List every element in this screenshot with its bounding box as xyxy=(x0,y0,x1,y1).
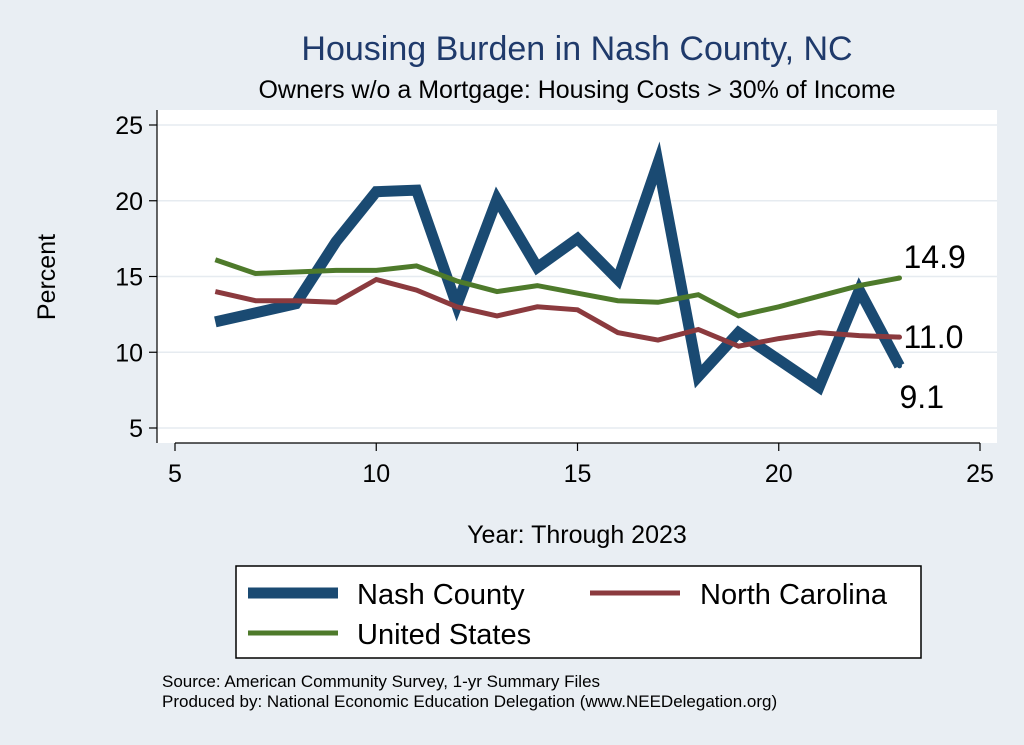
y-tick-label: 15 xyxy=(115,264,143,292)
chart-subtitle: Owners w/o a Mortgage: Housing Costs > 3… xyxy=(258,76,895,104)
x-tick-label: 10 xyxy=(362,460,390,488)
source-note: Source: American Community Survey, 1-yr … xyxy=(162,672,600,691)
producer-note: Produced by: National Economic Education… xyxy=(162,692,777,711)
x-tick-label: 15 xyxy=(564,460,592,488)
y-tick-label: 20 xyxy=(115,188,143,216)
end-label-united-states: 14.9 xyxy=(904,239,966,275)
end-labels: 9.1 11.0 14.9 xyxy=(897,239,966,415)
x-tick-label: 20 xyxy=(765,460,793,488)
legend-label-nash-county: Nash County xyxy=(357,579,525,611)
x-axis-label: Year: Through 2023 xyxy=(467,521,687,549)
y-tick-label: 25 xyxy=(115,112,143,140)
legend: Nash County North Carolina United States xyxy=(235,565,922,659)
end-point-united-states xyxy=(897,275,902,281)
x-tick-label: 5 xyxy=(168,460,182,488)
end-label-nash-county: 9.1 xyxy=(900,379,944,415)
end-point-nash-county xyxy=(897,363,902,369)
axes: 5 10 15 20 25 5 10 15 20 25 xyxy=(115,110,994,488)
legend-box xyxy=(235,565,922,659)
y-tick-label: 5 xyxy=(129,415,143,443)
end-point-north-carolina xyxy=(897,334,902,340)
series-layer xyxy=(214,141,905,396)
series-line-nash-county xyxy=(214,141,905,396)
end-label-north-carolina: 11.0 xyxy=(904,319,964,355)
y-tick-label: 10 xyxy=(115,339,143,367)
grid xyxy=(157,124,997,429)
series-line-north-carolina xyxy=(214,276,900,349)
y-axis-label: Percent xyxy=(33,234,61,320)
legend-label-united-states: United States xyxy=(357,619,531,651)
series-line-united-states xyxy=(214,257,900,319)
legend-label-north-carolina: North Carolina xyxy=(700,579,888,611)
x-tick-label: 25 xyxy=(966,460,994,488)
chart-title: Housing Burden in Nash County, NC xyxy=(301,30,852,68)
